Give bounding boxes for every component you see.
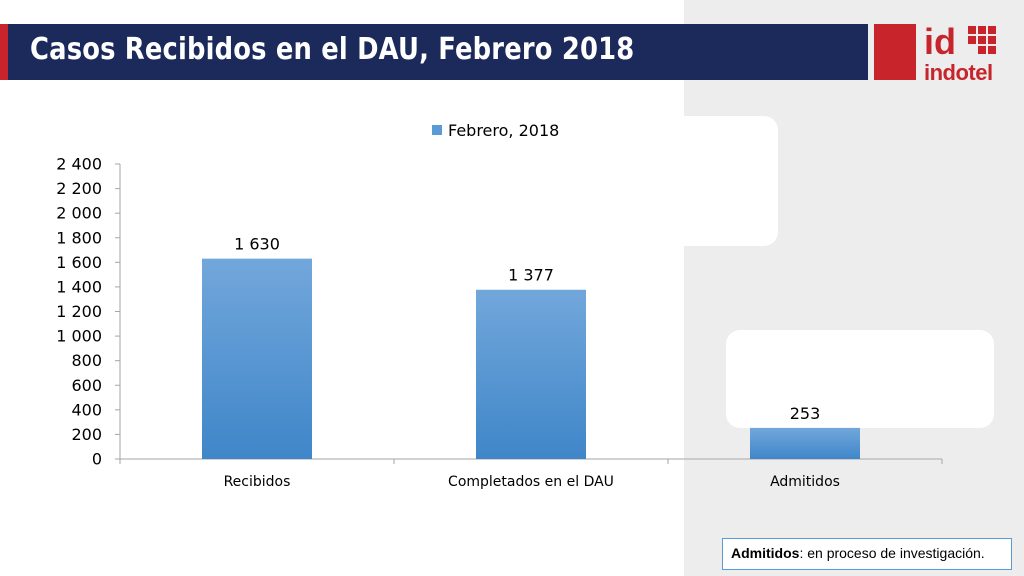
y-tick-label: 200 — [71, 425, 102, 444]
y-tick-label: 1 200 — [56, 302, 102, 321]
title-bar: Casos Recibidos en el DAU, Febrero 2018 — [0, 24, 868, 80]
x-category-label: Admitidos — [770, 474, 840, 490]
y-tick-label: 2 000 — [56, 204, 102, 223]
bar-completados-en-el-dau — [476, 289, 586, 459]
y-tick-label: 1 000 — [56, 327, 102, 346]
logo-mark-text: id — [924, 22, 956, 62]
logo-red-block — [874, 24, 916, 80]
footnote-box: Admitidos: en proceso de investigación. — [722, 538, 1012, 570]
x-category-label: Recibidos — [224, 474, 291, 490]
data-label: 1 630 — [234, 235, 280, 254]
y-tick-label: 400 — [71, 400, 102, 419]
footnote-label: Admitidos — [731, 545, 800, 561]
background-card-top — [590, 116, 778, 246]
bar-admitidos — [750, 427, 860, 459]
data-label: 253 — [790, 404, 821, 423]
y-tick-label: 800 — [71, 351, 102, 370]
y-tick-label: 600 — [71, 376, 102, 395]
legend-label: Febrero, 2018 — [448, 121, 559, 140]
legend-swatch — [432, 125, 442, 135]
background-card-mid — [726, 330, 994, 428]
indotel-logo-icon: id — [924, 22, 996, 62]
background-panel — [684, 0, 1024, 576]
bar-recibidos — [202, 258, 312, 459]
y-tick-label: 1 600 — [56, 253, 102, 272]
y-tick-label: 1 800 — [56, 228, 102, 247]
y-tick-label: 2 200 — [56, 179, 102, 198]
y-tick-label: 0 — [92, 450, 102, 469]
data-label: 1 377 — [508, 266, 554, 285]
page-title: Casos Recibidos en el DAU, Febrero 2018 — [30, 32, 635, 67]
y-tick-label: 2 400 — [56, 155, 102, 174]
y-tick-label: 1 400 — [56, 277, 102, 296]
x-category-label: Completados en el DAU — [448, 474, 614, 490]
footnote-text: : en proceso de investigación. — [799, 545, 985, 561]
logo-wordmark: indotel — [924, 60, 993, 85]
